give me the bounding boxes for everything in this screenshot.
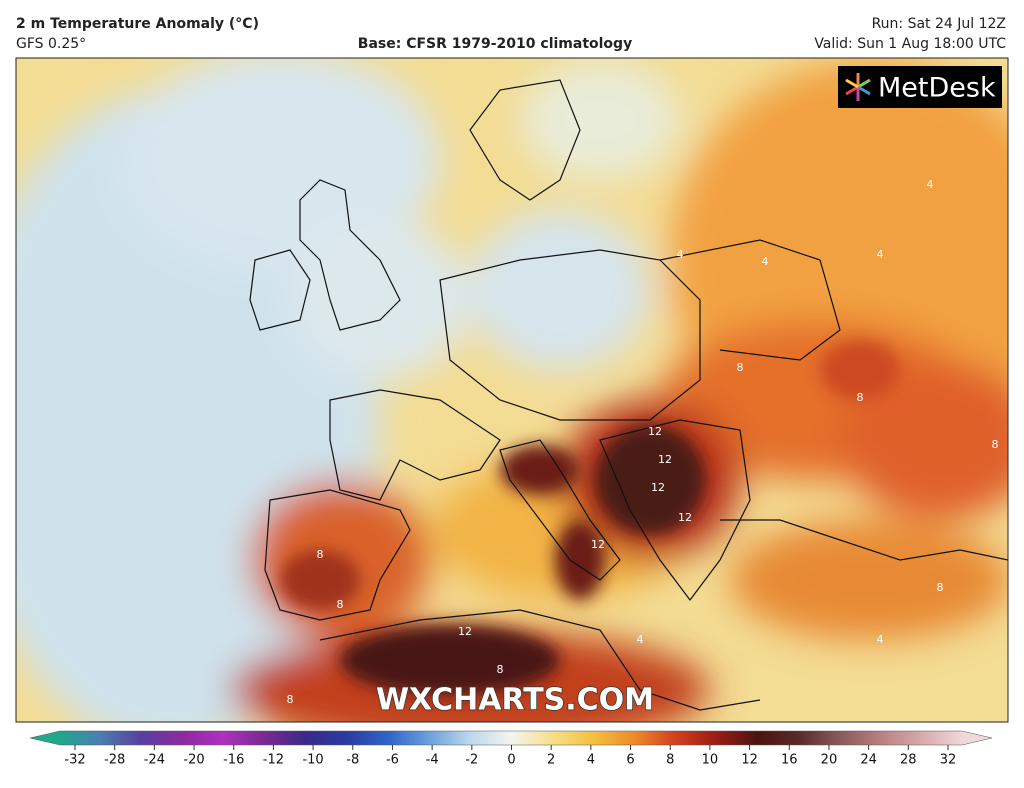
colorbar-tick-label: -4 <box>426 753 439 768</box>
logo-icon <box>845 73 871 101</box>
contour-labels: 4 4 4 4 8 8 8 12 12 12 12 12 8 8 12 8 4 8 4 8 <box>287 178 999 706</box>
colorbar-tick-label: -24 <box>144 753 165 768</box>
colorbar-tick-label: 4 <box>587 753 595 768</box>
contour-label: 4 <box>637 633 644 646</box>
contour-label: 8 <box>337 598 344 611</box>
contour-label: 8 <box>937 581 944 594</box>
coastlines <box>249 79 1008 711</box>
colorbar-tick-label: -28 <box>104 753 125 768</box>
colorbar-tick-label: 0 <box>507 753 515 768</box>
colorbar-tick-label: 24 <box>860 753 877 768</box>
contour-label: 4 <box>677 248 684 261</box>
colorbar-tick-label: 10 <box>702 753 719 768</box>
colorbar-tick-label: 16 <box>781 753 798 768</box>
watermark: WXCHARTS.COM <box>376 683 654 718</box>
contour-label: 8 <box>857 391 864 404</box>
base: Base: CFSR 1979-2010 climatology <box>358 36 632 52</box>
contour-label: 12 <box>658 453 672 466</box>
contour-label: 12 <box>648 425 662 438</box>
colorbar-tick-label: 20 <box>821 753 838 768</box>
colorbar-tick-label: 6 <box>626 753 634 768</box>
run: Run: Sat 24 Jul 12Z <box>872 16 1006 32</box>
contour-label: 8 <box>497 663 504 676</box>
contour-label: 4 <box>927 178 934 191</box>
model: GFS 0.25° <box>16 36 86 52</box>
colorbar-tick-label: -10 <box>302 753 323 768</box>
contour-label: 12 <box>458 625 472 638</box>
colorbar-tick-label: -12 <box>263 753 284 768</box>
contour-label: 12 <box>651 481 665 494</box>
map-frame <box>15 57 1009 723</box>
colorbar <box>29 730 993 746</box>
contour-label: 8 <box>737 361 744 374</box>
colorbar-tick-label: -8 <box>346 753 359 768</box>
contour-label: 4 <box>762 255 769 268</box>
colorbar-tick-label: 28 <box>900 753 917 768</box>
colorbar-tick-label: -2 <box>465 753 478 768</box>
contour-label: 8 <box>317 548 324 561</box>
colorbar-tick-label: -20 <box>183 753 204 768</box>
colorbar-tick-label: -6 <box>386 753 399 768</box>
colorbar-tick-label: -32 <box>64 753 85 768</box>
contour-label: 12 <box>591 538 605 551</box>
contour-label: 8 <box>287 693 294 706</box>
logo: MetDesk <box>878 73 996 104</box>
colorbar-tick-label: -16 <box>223 753 244 768</box>
title: 2 m Temperature Anomaly (°C) <box>16 16 259 32</box>
contour-label: 8 <box>992 438 999 451</box>
colorbar-tick-label: 12 <box>741 753 758 768</box>
contour-label: 4 <box>877 248 884 261</box>
colorbar-tick-label: 2 <box>547 753 555 768</box>
contour-label: 4 <box>877 633 884 646</box>
colorbar-tick-label: 8 <box>666 753 674 768</box>
contour-label: 12 <box>678 511 692 524</box>
colorbar-tick-label: 32 <box>940 753 957 768</box>
colorbar-ticks: -32 -28 -24 -20 -16 -12 -10 -8 -6 -4 -2 0 2 4 6 8 10 12 16… <box>64 745 956 768</box>
valid: Valid: Sun 1 Aug 18:00 UTC <box>814 36 1006 52</box>
logo-box <box>838 66 1002 108</box>
map-field: 4 4 4 4 8 8 8 12 12 12 12 12 8 8 12 8 4 8 4 8 <box>16 58 1008 722</box>
